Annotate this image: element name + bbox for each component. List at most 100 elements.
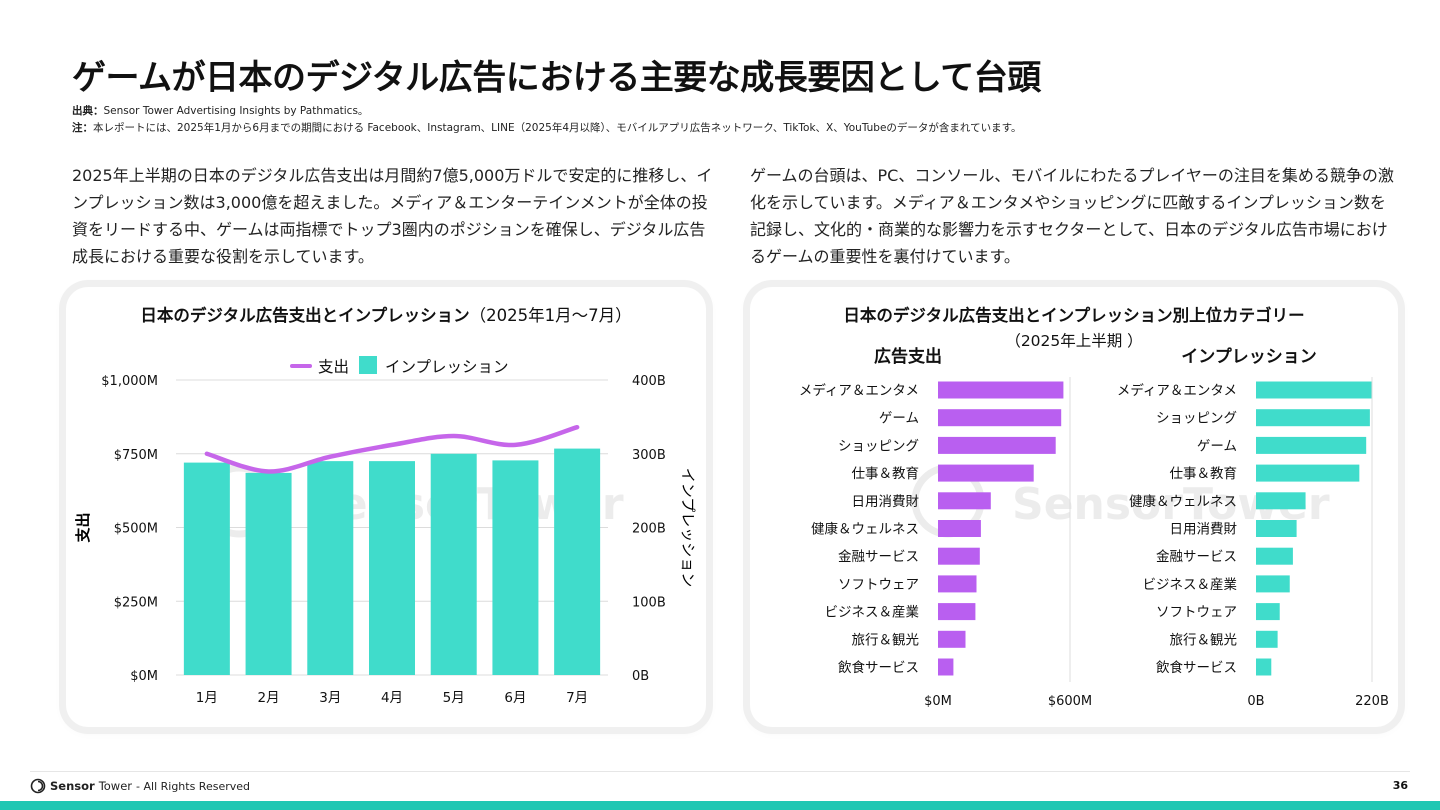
impressions-bar	[1256, 547, 1293, 565]
brand-sensor: Sensor	[50, 779, 95, 793]
footer-brand: Sensor Tower - All Rights Reserved	[30, 778, 250, 794]
spend-x-tick-label: $0M	[924, 694, 952, 709]
impressions-category-label: ゲーム	[1197, 438, 1237, 454]
left-card-title: 日本のデジタル広告支出とインプレッション（2025年1月〜7月）	[66, 302, 706, 326]
impressions-bar	[1256, 464, 1360, 482]
spend-bar	[938, 630, 966, 648]
y-axis-title: 支出	[74, 512, 92, 543]
rights-text: - All Rights Reserved	[136, 779, 251, 793]
spend-category-label: 旅行＆観光	[852, 631, 920, 648]
combo-chart: SensorTower$0M$250M$500M$750M$1,000M0B10…	[74, 356, 697, 706]
spend-category-label: 日用消費財	[852, 494, 920, 510]
impressions-bar	[554, 448, 601, 675]
note-text: 本レポートには、2025年1月から6月までの期間における Facebook、In…	[93, 122, 1022, 134]
y-tick-label: $750M	[114, 448, 158, 463]
impressions-bar	[1256, 520, 1297, 537]
x-tick-label: 6月	[504, 690, 526, 706]
page-title: ゲームが日本のデジタル広告における主要な成長要因として台頭	[72, 58, 1041, 98]
impressions-bar	[1256, 409, 1370, 427]
spend-category-label: ショッピング	[838, 438, 919, 454]
x-tick-label: 1月	[196, 690, 218, 706]
impressions-bar	[1256, 603, 1280, 621]
impressions-category-label: 飲食サービス	[1156, 659, 1237, 676]
right-paragraph: ゲームの台頭は、PC、コンソール、モバイルにわたるプレイヤーの注目を集める競争の…	[750, 166, 1394, 266]
impressions-category-label: 金融サービス	[1156, 549, 1237, 565]
page-number: 36	[1392, 779, 1408, 792]
y2-axis-title: インプレッション	[679, 468, 697, 588]
spend-bar	[938, 436, 1056, 454]
y2-tick-label: 200B	[632, 522, 666, 537]
impressions-category-label: ショッピング	[1156, 411, 1237, 427]
legend-impressions-swatch	[359, 356, 377, 374]
impressions-category-label: ソフトウェア	[1156, 605, 1237, 621]
impressions-bar	[1256, 381, 1373, 399]
impressions-category-label: 日用消費財	[1170, 522, 1238, 538]
impressions-bar	[1256, 630, 1278, 648]
sensor-tower-logo-icon	[30, 778, 46, 794]
bottom-accent-bar	[0, 801, 1440, 810]
x-tick-label: 4月	[381, 690, 403, 706]
x-tick-label: 2月	[258, 690, 280, 706]
spend-bar	[938, 464, 1034, 482]
spend-category-label: ビジネス＆産業	[825, 605, 920, 621]
spend-bar	[938, 575, 977, 593]
footer-divider	[30, 771, 1410, 772]
y2-tick-label: 300B	[632, 448, 666, 463]
right-card-subtitle: （2025年上半期 ）	[1005, 332, 1143, 350]
left-card-title-suffix: （2025年1月〜7月）	[469, 306, 632, 325]
impressions-category-label: 仕事＆教育	[1170, 466, 1238, 482]
spend-bar	[938, 409, 1062, 427]
spend-category-label: 金融サービス	[838, 549, 919, 565]
spend-category-label: メディア＆エンタメ	[799, 382, 919, 399]
impressions-bar	[245, 472, 292, 675]
impressions-bar	[1256, 658, 1272, 676]
impressions-bar	[430, 453, 477, 675]
spend-panel-title: 広告支出	[874, 346, 942, 367]
impressions-bar	[1256, 492, 1306, 510]
spend-bar	[938, 492, 991, 510]
category-bar-charts: SensorTower広告支出メディア＆エンタメゲームショッピング仕事＆教育日用…	[799, 346, 1389, 709]
legend-spend-label: 支出	[318, 358, 349, 376]
x-tick-label: 5月	[443, 690, 465, 706]
spend-category-label: ソフトウェア	[838, 577, 919, 593]
impressions-category-label: ビジネス＆産業	[1143, 577, 1238, 593]
left-card-title-text: 日本のデジタル広告支出とインプレッション	[140, 306, 470, 325]
y2-tick-label: 400B	[632, 374, 666, 389]
right-card-title: 日本のデジタル広告支出とインプレッション別上位カテゴリー	[843, 306, 1305, 325]
source-label: 出典：	[72, 105, 104, 117]
impressions-bar	[183, 462, 230, 675]
y-tick-label: $1,000M	[101, 374, 158, 389]
spend-category-label: ゲーム	[879, 411, 919, 427]
left-paragraph: 2025年上半期の日本のデジタル広告支出は月間約7億5,000万ドルで安定的に推…	[72, 166, 713, 266]
brand-tower: Tower	[98, 779, 133, 793]
data-note: 注：本レポートには、2025年1月から6月までの期間における Facebook、…	[72, 120, 1022, 135]
top-categories-card: 日本のデジタル広告支出とインプレッション別上位カテゴリー （2025年上半期 ）…	[750, 287, 1398, 727]
spend-bar	[938, 520, 981, 537]
impressions-category-label: 健康＆ウェルネス	[1129, 493, 1237, 510]
spend-category-label: 健康＆ウェルネス	[811, 521, 919, 538]
x-tick-label: 3月	[319, 690, 341, 706]
spend-bar	[938, 603, 976, 621]
source-note: 出典：Sensor Tower Advertising Insights by …	[72, 103, 368, 118]
impressions-bar	[1256, 575, 1290, 593]
impressions-category-label: メディア＆エンタメ	[1117, 382, 1237, 399]
impressions-x-tick-label: 0B	[1247, 694, 1264, 709]
spend-category-label: 仕事＆教育	[852, 466, 920, 482]
impressions-bar	[1256, 436, 1367, 454]
y-tick-label: $250M	[114, 595, 158, 610]
note-label: 注：	[72, 122, 93, 134]
spend-bar	[938, 381, 1064, 399]
spend-category-label: 飲食サービス	[838, 659, 919, 676]
impressions-bar	[492, 460, 539, 675]
source-text: Sensor Tower Advertising Insights by Pat…	[103, 105, 369, 117]
x-tick-label: 7月	[566, 690, 588, 706]
spend-x-tick-label: $600M	[1048, 694, 1092, 709]
legend-impressions-label: インプレッション	[385, 358, 509, 376]
impressions-bar	[369, 461, 415, 675]
spend-impressions-card: 日本のデジタル広告支出とインプレッション（2025年1月〜7月） SensorT…	[66, 287, 706, 727]
y-tick-label: $500M	[114, 522, 158, 537]
impressions-x-tick-label: 220B	[1355, 694, 1389, 709]
impressions-bar	[307, 461, 354, 675]
impressions-category-label: 旅行＆観光	[1170, 631, 1238, 648]
spend-bar	[938, 547, 980, 565]
